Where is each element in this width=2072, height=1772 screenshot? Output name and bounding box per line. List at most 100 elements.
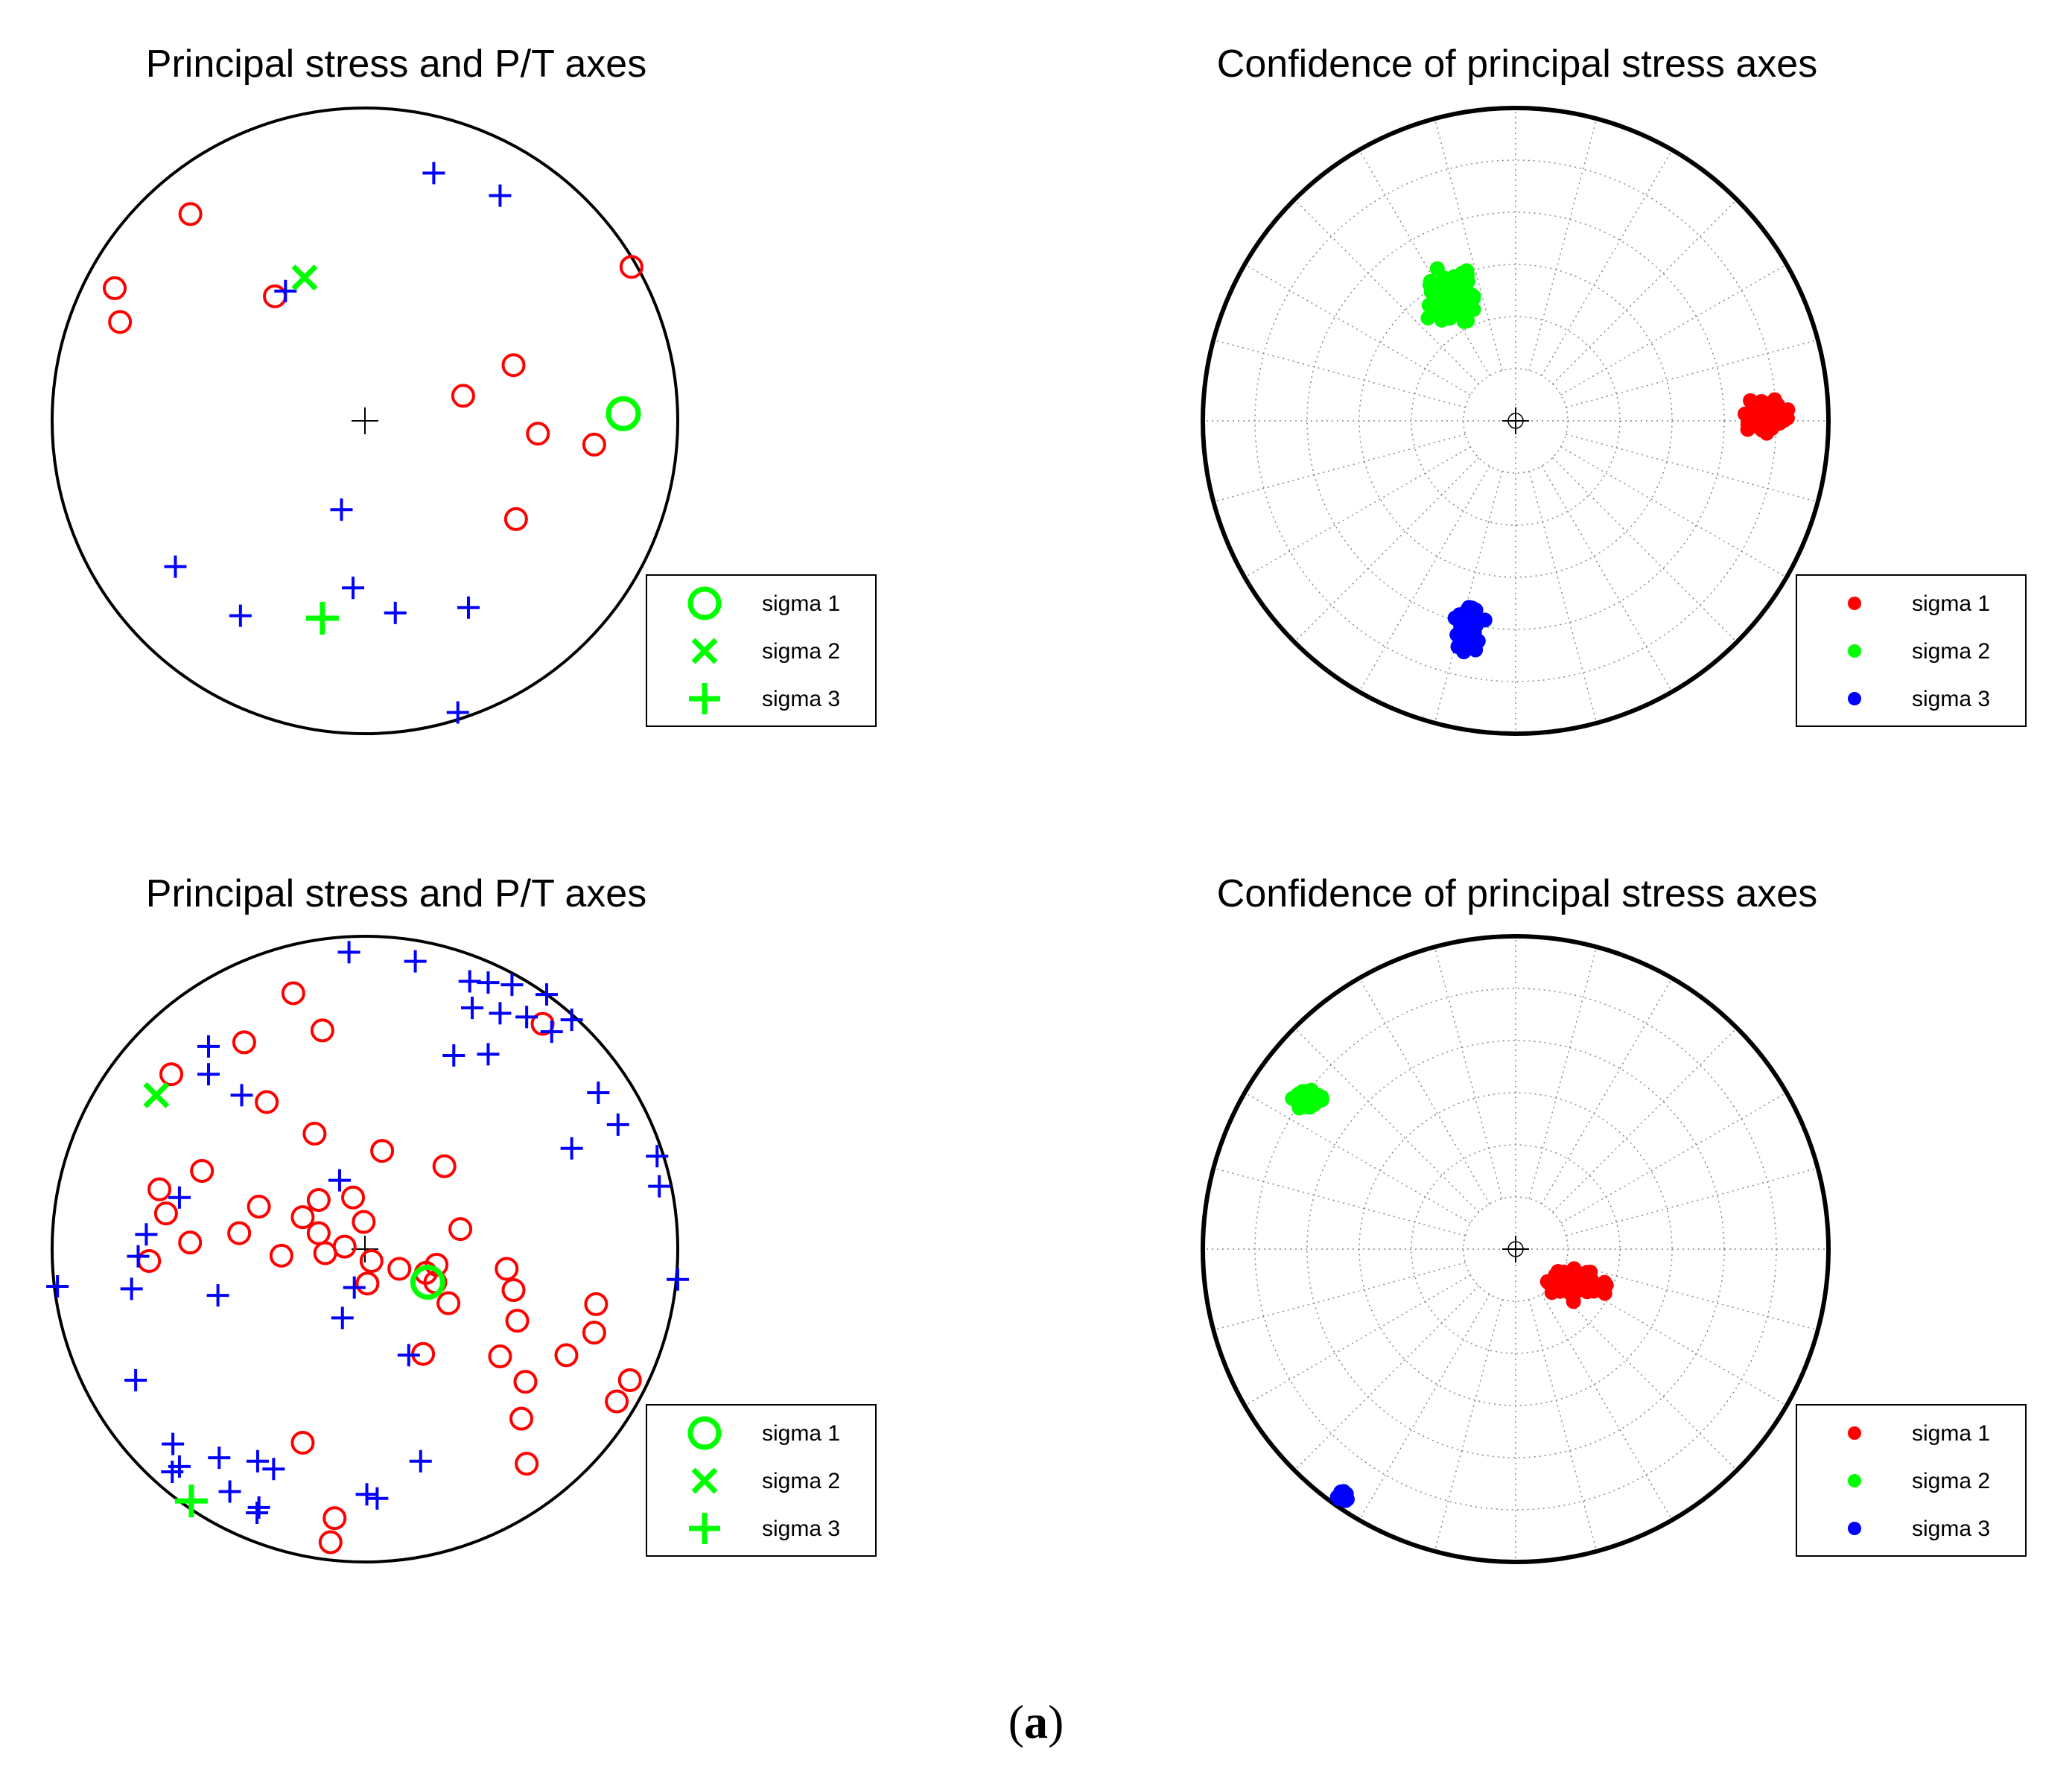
grid-radial-line [1541, 977, 1673, 1204]
legend: sigma 1 sigma 2 sigma 3 [1796, 574, 2027, 727]
marks-layer [103, 162, 643, 724]
p-axis-marker [488, 1344, 512, 1369]
grid-radial-line [1566, 1167, 1818, 1236]
t-axis-marker [46, 1274, 69, 1298]
p-axis-marker [190, 1159, 214, 1183]
legend-symbol-sigma-1 [687, 586, 722, 620]
marks-layer [1420, 261, 1796, 660]
legend: sigma 1 sigma 2 sigma 3 [646, 1404, 877, 1557]
p-axis-marker [103, 276, 127, 300]
center-plus-mark [352, 407, 378, 434]
legend-dot-icon [1848, 1426, 1861, 1440]
t-axis-marker [646, 1145, 669, 1168]
sigma1-marker [410, 1265, 445, 1301]
sigma3-sample [1477, 612, 1493, 628]
legend-label-sigma-3: sigma 3 [762, 687, 840, 711]
t-axis-marker [342, 577, 365, 600]
stereonet-outline [1201, 106, 1831, 736]
p-axis-marker [619, 255, 643, 279]
p-axis-marker [255, 1090, 279, 1114]
p-axis-marker [495, 1257, 519, 1281]
t-axis-marker [489, 184, 512, 207]
grid-radial-line [1560, 446, 1787, 578]
caption-letter: a [1024, 1695, 1048, 1748]
t-axis-marker [246, 1449, 269, 1473]
legend-box [646, 1404, 877, 1557]
p-axis-marker [153, 1201, 178, 1226]
grid-radial-line [1244, 1274, 1471, 1406]
p-axis-marker [554, 1343, 579, 1368]
legend-label-sigma-3: sigma 3 [762, 1517, 840, 1541]
legend-plus-icon [689, 683, 720, 714]
sigma1-sample [1576, 1281, 1592, 1297]
p-axis-marker [290, 1430, 315, 1455]
legend-label-sigma-3: sigma 3 [1912, 687, 1990, 711]
grid-radial-line [1244, 1092, 1471, 1224]
sigma1-sample [1597, 1274, 1612, 1290]
grid-radial-line [1566, 1262, 1818, 1331]
sigma1-sample [1547, 1271, 1563, 1287]
t-axis-marker [161, 1461, 184, 1484]
legend-plus-icon [689, 1513, 720, 1544]
panel-title: Confidence of principal stress axes [1217, 42, 1817, 86]
t-axis-marker [197, 1063, 220, 1086]
t-axis-marker [230, 1084, 253, 1107]
t-axis-marker [164, 555, 187, 578]
legend-label-sigma-2: sigma 2 [762, 639, 840, 664]
grid-radial-line [1528, 118, 1598, 371]
legend-symbol-sigma-2 [691, 638, 718, 664]
grid-radial-line [1551, 1027, 1738, 1213]
legend-x-icon [691, 638, 718, 664]
center-mark [1502, 1236, 1529, 1263]
sigma1-sample [1753, 394, 1769, 410]
p-axis-marker [501, 353, 526, 378]
legend-symbol-sigma-3 [1848, 1522, 1861, 1535]
grid-radial-line [1566, 434, 1818, 503]
sigma2-marker [143, 1082, 170, 1108]
t-axis-marker [197, 1035, 220, 1058]
p-axis-marker [359, 1248, 384, 1273]
sigma1-sample [1752, 407, 1767, 422]
p-axis-marker [108, 310, 133, 334]
grid-radial-line [1560, 1092, 1787, 1224]
p-axis-marker [501, 1278, 526, 1303]
p-axis-marker [227, 1221, 252, 1245]
legend-label-sigma-2: sigma 2 [1912, 639, 1990, 664]
center-mark [352, 407, 378, 434]
t-axis-marker [162, 1432, 185, 1455]
legend-x-icon [691, 1467, 718, 1494]
p-axis-marker [605, 1389, 629, 1414]
grid-radial-line [1541, 1294, 1673, 1521]
grid-radial-line [1541, 149, 1673, 376]
grid-radial-line [1213, 434, 1466, 503]
caption-open-paren: ( [1008, 1695, 1024, 1748]
p-axis-marker [318, 1530, 343, 1555]
t-axis-marker [124, 1368, 147, 1391]
t-axis-marker [587, 1082, 610, 1104]
legend-dot-icon [1848, 644, 1861, 658]
marks-layer [1285, 1082, 1614, 1508]
legend-label-sigma-1: sigma 1 [762, 591, 840, 616]
p-axis-marker [332, 1234, 357, 1259]
p-axis-marker [509, 1406, 533, 1431]
sigma3-sample [1455, 623, 1471, 638]
p-axis-marker [310, 1018, 334, 1043]
sigma2-sample [1444, 285, 1460, 301]
t-axis-marker [446, 701, 469, 724]
grid-layer [1203, 936, 1828, 1562]
t-axis-marker [218, 1480, 241, 1503]
t-axis-marker [366, 1487, 389, 1510]
t-axis-marker [648, 1175, 671, 1198]
t-axis-marker [247, 1496, 270, 1519]
t-axis-marker [500, 974, 524, 997]
p-axis-marker [290, 1205, 315, 1230]
p-axis-marker [341, 1185, 366, 1210]
legend-label-sigma-1: sigma 1 [1912, 1421, 1990, 1446]
p-axis-marker [147, 1177, 172, 1201]
t-axis-marker [560, 1137, 583, 1160]
t-axis-marker [246, 1502, 269, 1525]
panel-bottom-left: Principal stress and P/T axes sigma 1 si… [46, 872, 877, 1563]
legend-box [1796, 574, 2027, 727]
legend-symbol-sigma-3 [1848, 692, 1861, 705]
